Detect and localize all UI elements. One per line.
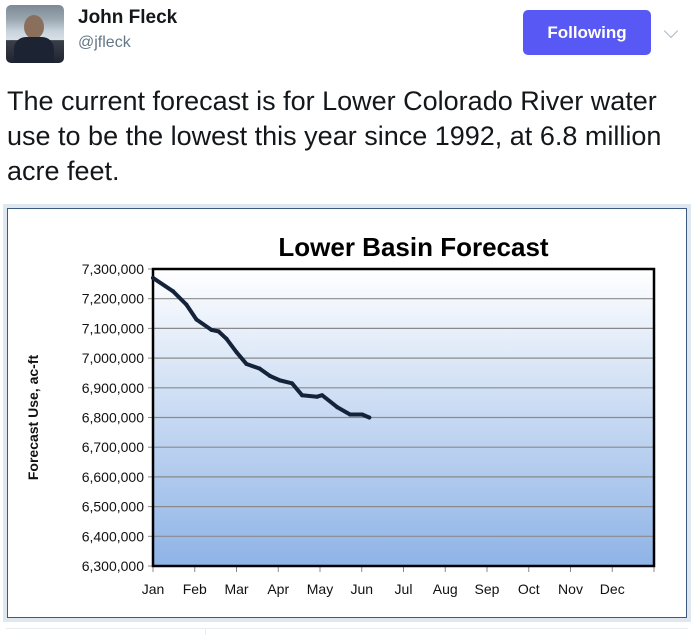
y-tick-label: 7,100,000 — [82, 320, 144, 336]
series-line — [151, 275, 372, 420]
data-point — [367, 415, 372, 420]
data-point — [216, 329, 221, 334]
y-tick-label: 6,700,000 — [82, 439, 144, 455]
data-point — [257, 366, 262, 371]
chevron-down-icon[interactable] — [663, 23, 679, 39]
x-tick-label: Dec — [600, 581, 625, 597]
data-point — [300, 393, 305, 398]
divider — [6, 628, 688, 629]
following-button[interactable]: Following — [523, 10, 651, 55]
data-point — [290, 381, 295, 386]
y-tick-label: 6,500,000 — [82, 499, 144, 515]
x-tick-label: Aug — [433, 581, 458, 597]
x-tick-label: Nov — [558, 581, 583, 597]
chart-image[interactable]: Lower Basin Forecast 7,300,000 7,200,000 7,… — [7, 208, 687, 618]
avatar[interactable] — [6, 5, 64, 63]
data-point — [194, 317, 199, 322]
chart-svg: Lower Basin Forecast 7,300,000 7,200,000 7,… — [25, 232, 656, 597]
y-tick-label: 7,200,000 — [82, 291, 144, 307]
y-tick-label: 6,900,000 — [82, 380, 144, 396]
data-point — [320, 393, 325, 398]
x-tick-label: Jun — [350, 581, 373, 597]
data-point — [209, 327, 214, 332]
x-tick-label: Mar — [224, 581, 248, 597]
x-tick-label: Jul — [395, 581, 413, 597]
y-tick-label: 6,400,000 — [82, 528, 144, 544]
data-point — [171, 289, 176, 294]
data-point — [348, 412, 353, 417]
y-tick-label: 7,000,000 — [82, 350, 144, 366]
author-name[interactable]: John Fleck — [78, 7, 178, 28]
y-tick-label: 7,300,000 — [82, 261, 144, 277]
y-tick-label: 6,600,000 — [82, 469, 144, 485]
data-point — [360, 412, 365, 417]
data-point — [151, 275, 155, 280]
y-tick-label: 6,300,000 — [82, 558, 144, 574]
tweet-text: The current forecast is for Lower Colora… — [7, 86, 662, 186]
x-tick-label: Oct — [518, 581, 540, 597]
data-point — [224, 336, 229, 341]
x-tick-label: Apr — [267, 581, 289, 597]
data-point — [315, 394, 320, 399]
data-point — [335, 405, 340, 410]
data-point — [244, 362, 249, 367]
y-axis-label: Forecast Use, ac-ft — [25, 355, 41, 481]
data-point — [184, 302, 189, 307]
x-tick-label: Feb — [183, 581, 207, 597]
data-point — [234, 350, 239, 355]
divider — [205, 629, 206, 635]
x-tick-label: Sep — [475, 581, 500, 597]
data-point — [267, 373, 272, 378]
data-point — [277, 378, 282, 383]
author-handle[interactable]: @jfleck — [78, 34, 131, 51]
plot-border — [151, 267, 656, 568]
x-tick-label: Jan — [142, 581, 165, 597]
y-tick-label: 6,800,000 — [82, 410, 144, 426]
x-tick-label: May — [307, 581, 333, 597]
chart-title: Lower Basin Forecast — [278, 232, 549, 262]
